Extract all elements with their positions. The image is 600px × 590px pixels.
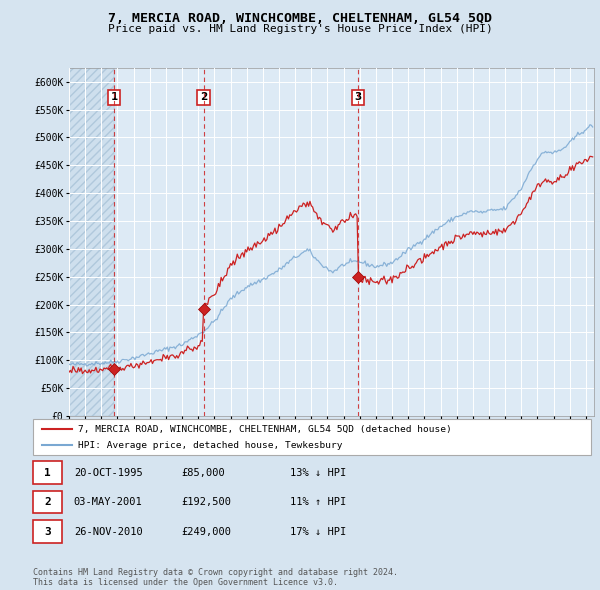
Text: 1: 1 xyxy=(110,93,118,103)
Text: 20-OCT-1995: 20-OCT-1995 xyxy=(74,468,143,477)
Text: £85,000: £85,000 xyxy=(182,468,226,477)
Text: 17% ↓ HPI: 17% ↓ HPI xyxy=(290,527,346,536)
Text: £192,500: £192,500 xyxy=(182,497,232,507)
Text: 3: 3 xyxy=(355,93,362,103)
Text: 7, MERCIA ROAD, WINCHCOMBE, CHELTENHAM, GL54 5QD: 7, MERCIA ROAD, WINCHCOMBE, CHELTENHAM, … xyxy=(108,12,492,25)
Bar xyxy=(69,68,114,416)
Text: 2: 2 xyxy=(200,93,207,103)
Text: £249,000: £249,000 xyxy=(182,527,232,536)
Text: HPI: Average price, detached house, Tewkesbury: HPI: Average price, detached house, Tewk… xyxy=(78,441,343,450)
Text: 03-MAY-2001: 03-MAY-2001 xyxy=(74,497,143,507)
Text: 13% ↓ HPI: 13% ↓ HPI xyxy=(290,468,346,477)
Bar xyxy=(69,68,114,416)
Text: 7, MERCIA ROAD, WINCHCOMBE, CHELTENHAM, GL54 5QD (detached house): 7, MERCIA ROAD, WINCHCOMBE, CHELTENHAM, … xyxy=(78,425,452,434)
Text: Contains HM Land Registry data © Crown copyright and database right 2024.
This d: Contains HM Land Registry data © Crown c… xyxy=(33,568,398,587)
Text: 11% ↑ HPI: 11% ↑ HPI xyxy=(290,497,346,507)
Text: 1: 1 xyxy=(44,468,51,477)
Text: 3: 3 xyxy=(44,527,51,536)
Text: Price paid vs. HM Land Registry's House Price Index (HPI): Price paid vs. HM Land Registry's House … xyxy=(107,24,493,34)
Text: 2: 2 xyxy=(44,497,51,507)
Text: 26-NOV-2010: 26-NOV-2010 xyxy=(74,527,143,536)
